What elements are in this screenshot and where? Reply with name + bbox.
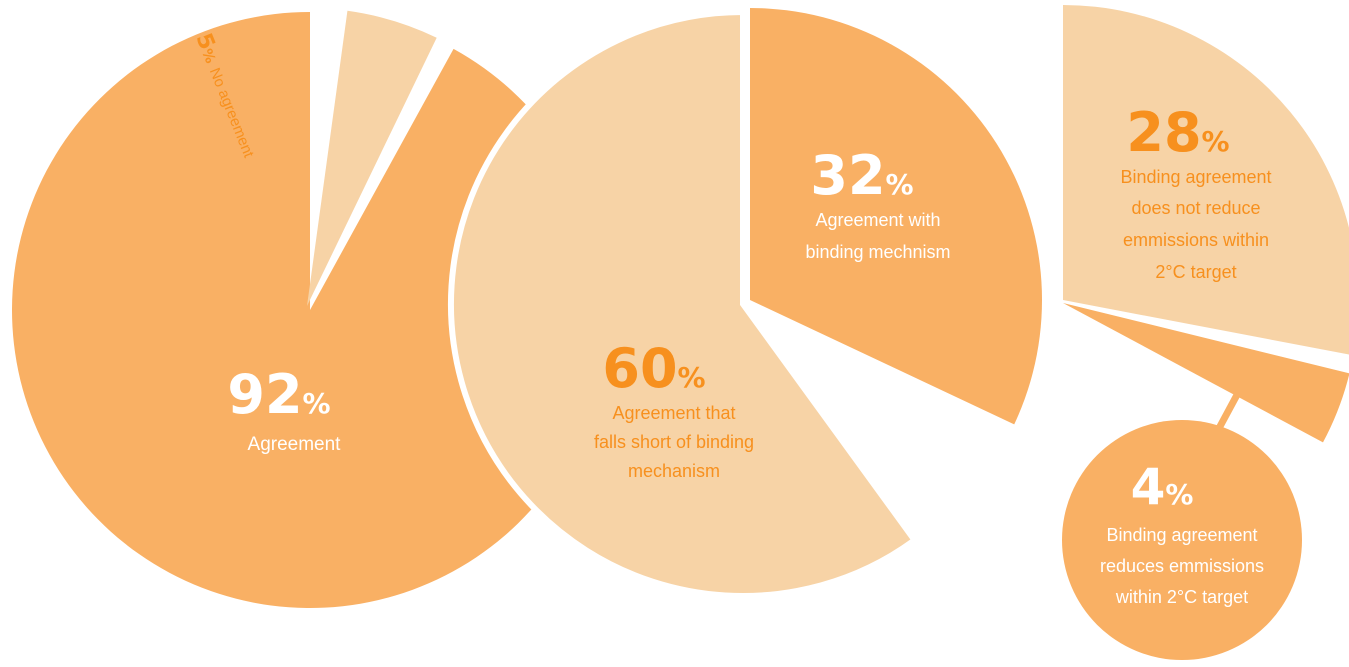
data-label-falls-short-value: 60% <box>602 337 705 400</box>
data-label-reduces-line-3: within 2°C target <box>1115 587 1248 607</box>
pie-agreement: 92% Agreement 5% No agreement <box>11 10 608 609</box>
data-label-falls-short-line-1: Agreement that <box>612 403 735 423</box>
data-label-no-agreement-value: 5% <box>190 30 224 67</box>
data-label-binding-line-1: Agreement with <box>815 210 940 230</box>
data-label-agreement-text: Agreement <box>248 434 342 455</box>
data-label-reduces-line-2: reduces emmissions <box>1100 556 1264 576</box>
data-label-binding-value: 32% <box>810 144 913 207</box>
data-label-falls-short-line-3: mechanism <box>628 461 720 481</box>
data-label-does-not-reduce-line-3: emmissions within <box>1123 230 1269 250</box>
data-label-binding-line-2: binding mechnism <box>805 242 950 262</box>
data-label-reduces-value: 4% <box>1131 458 1194 516</box>
data-label-does-not-reduce-line-4: 2°C target <box>1155 262 1236 282</box>
pie-emissions: 28% Binding agreement does not reduce em… <box>1062 5 1349 660</box>
pie-slice-falls-short <box>448 8 919 599</box>
data-label-falls-short-line-2: falls short of binding <box>594 432 754 452</box>
data-label-does-not-reduce-line-1: Binding agreement <box>1120 167 1271 187</box>
pie-binding-mechanism: 60% Agreement that falls short of bindin… <box>448 8 1043 599</box>
callout-bubble <box>1062 420 1302 660</box>
data-label-does-not-reduce-value: 28% <box>1126 101 1229 164</box>
pie-slice-no-agreement <box>307 10 437 306</box>
pie-slice-agreement <box>11 12 608 609</box>
data-label-reduces-line-1: Binding agreement <box>1106 525 1257 545</box>
data-label-does-not-reduce-line-2: does not reduce <box>1131 198 1260 218</box>
data-label-agreement-value: 92% <box>227 363 330 426</box>
callout-connector <box>1213 378 1249 434</box>
pie-slice-reduces <box>1063 303 1349 443</box>
pie-slice-binding-mechanism <box>750 8 1043 425</box>
pie-slice-does-not-reduce <box>1063 5 1349 355</box>
